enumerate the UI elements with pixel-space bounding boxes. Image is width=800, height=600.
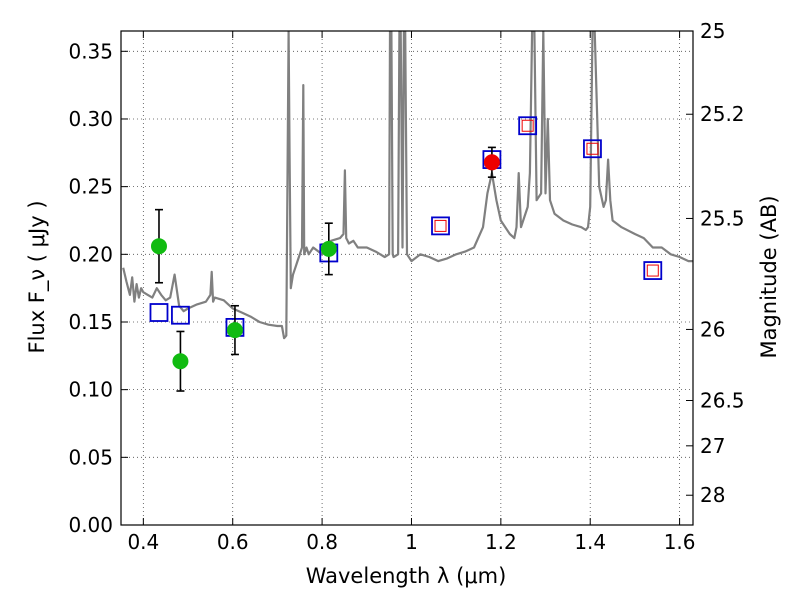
right-axis-ticks: 25 25.2 25.5 26 26.5 27 28 xyxy=(686,19,745,507)
right-tick-label-0: 25 xyxy=(700,19,725,43)
blue-model-squares-point-0 xyxy=(149,303,169,322)
right-tick-label-2: 25.5 xyxy=(700,206,745,230)
x-tick-label-2: 0.8 xyxy=(306,530,338,554)
x-tick-label-5: 1.4 xyxy=(574,530,606,554)
y-tick-label-5: 0.25 xyxy=(68,175,113,199)
blue-model-squares-point-1 xyxy=(171,305,190,325)
model-spectrum-line xyxy=(122,31,693,340)
model-spectrum-layer xyxy=(122,31,693,340)
green-photometry-point-3 xyxy=(320,240,337,257)
x-tick-label-6: 1.6 xyxy=(664,530,696,554)
blue-model-squares-point-6 xyxy=(518,116,538,136)
blue-model-squares-point-7 xyxy=(583,139,602,159)
x-tick-label-1: 0.6 xyxy=(217,530,249,554)
x-tick-label-4: 1.2 xyxy=(485,530,517,554)
x-tick-label-0: 0.4 xyxy=(127,530,159,554)
y-axis-ticks: 0.00 0.05 0.10 0.15 0.20 0.25 0.30 0.35 xyxy=(68,39,128,537)
x-tick-label-3: 1 xyxy=(405,530,418,554)
y-tick-label-6: 0.30 xyxy=(68,107,113,131)
blue-model-squares-point-8 xyxy=(643,261,663,280)
right-tick-label-4: 26.5 xyxy=(700,388,745,412)
y-tick-label-4: 0.20 xyxy=(68,242,113,266)
right-axis-label: Magnitude (AB) xyxy=(757,195,781,358)
red-model-squares-point-0 xyxy=(434,219,447,232)
red-model-squares-point-1 xyxy=(521,119,534,132)
red-model-squares-point-2 xyxy=(586,142,599,155)
green-photometry-point-2 xyxy=(226,322,243,339)
blue-model-squares-point-4 xyxy=(431,216,450,236)
right-tick-label-1: 25.2 xyxy=(700,102,745,126)
right-tick-label-6: 28 xyxy=(700,483,725,507)
red-model-squares-point-3 xyxy=(646,264,659,277)
plot-frame xyxy=(120,30,694,526)
y-tick-label-3: 0.15 xyxy=(68,310,113,334)
y-tick-label-1: 0.05 xyxy=(68,445,113,469)
x-axis-label: Wavelength λ (μm) xyxy=(306,564,507,588)
x-axis-ticks: 0.4 0.6 0.8 1 1.2 1.4 1.6 xyxy=(127,31,696,554)
green-photometry-point-0 xyxy=(150,238,167,255)
y-tick-label-0: 0.00 xyxy=(68,513,113,537)
y-tick-label-2: 0.10 xyxy=(68,378,113,402)
right-tick-label-5: 27 xyxy=(700,434,725,458)
y-tick-label-7: 0.35 xyxy=(68,39,113,63)
green-photometry-point-1 xyxy=(172,353,189,370)
red-photometry-point-0 xyxy=(483,154,500,171)
data-points-layer xyxy=(149,116,663,392)
grid-lines xyxy=(121,31,693,526)
right-tick-label-3: 26 xyxy=(700,317,725,341)
y-axis-label: Flux F_ν ( μJy ) xyxy=(25,200,50,353)
